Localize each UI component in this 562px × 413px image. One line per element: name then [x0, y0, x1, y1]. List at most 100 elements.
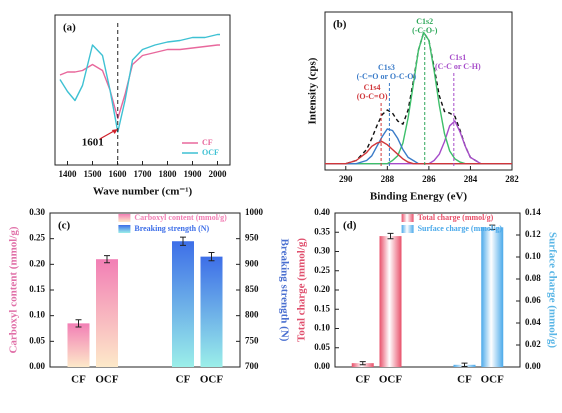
y2-tick-label: 0.06	[525, 295, 541, 305]
x-tick-label: 1400	[59, 169, 78, 179]
y2-tick-label: 900	[245, 258, 259, 268]
y2-tick-label: 850	[245, 284, 259, 294]
panel-label: (a)	[63, 22, 76, 34]
error-bar	[359, 361, 366, 366]
y2-tick-label: 1000	[245, 207, 264, 217]
x-axis-label: Wave number (cm⁻¹)	[93, 186, 193, 198]
annotation: (-C-O-)	[412, 26, 438, 35]
x-tick-label: 282	[505, 174, 519, 184]
y2-axis-label: Breaking strength (N)	[278, 239, 290, 342]
x-tick-label: OCF	[200, 374, 224, 386]
panel-label: (b)	[333, 19, 347, 31]
x-tick-label: 290	[339, 174, 353, 184]
y-tick-label: 0.25	[29, 233, 45, 243]
y2-tick-label: 950	[245, 233, 259, 243]
bar	[96, 259, 118, 367]
annotation: (C-C or C-H)	[435, 62, 481, 71]
y2-tick-label: 0.04	[525, 317, 541, 327]
y2-tick-label: 800	[245, 310, 259, 320]
plot-frame	[324, 11, 513, 171]
arrow-head	[111, 129, 118, 134]
y-tick-label: 0.15	[314, 303, 330, 313]
series-line	[325, 140, 512, 165]
x-tick-label: 1500	[84, 169, 103, 179]
legend-label: Surface charge (mmol/g)	[418, 224, 503, 233]
x-tick-label: 1900	[184, 169, 203, 179]
y2-axis-label: Surface charge (mmol/g)	[546, 232, 558, 348]
series-line	[59, 33, 220, 133]
y-tick-label: 0.30	[29, 207, 45, 217]
y-tick-label: 0.15	[29, 284, 45, 294]
y-axis-label: Total charge (mmol/g)	[296, 238, 308, 342]
x-tick-label: 1600	[109, 169, 128, 179]
bar	[172, 241, 194, 367]
legend-label: Total charge (mmol/g)	[418, 213, 494, 222]
y-tick-label: 0.00	[29, 361, 45, 371]
y-tick-label: 0.25	[314, 265, 330, 275]
y-axis-label: Intensity (cps)	[307, 57, 319, 124]
panel-label: (c)	[58, 220, 71, 232]
panel-label: (d)	[343, 220, 357, 232]
annotation: (O-C=O)	[357, 92, 388, 101]
x-tick-label: 286	[422, 174, 436, 184]
annotation: C1s2	[416, 17, 433, 26]
y2-tick-label: 750	[245, 335, 259, 345]
x-tick-label: CF	[457, 374, 472, 386]
y2-tick-label: 0.14	[525, 207, 541, 217]
x-tick-label: CF	[71, 374, 86, 386]
annotation: (-C=O or O-C-O)	[357, 72, 417, 81]
y-tick-label: 0.05	[314, 342, 330, 352]
y2-tick-label: 0.00	[525, 361, 541, 371]
y-tick-label: 0.05	[29, 335, 45, 345]
y2-tick-label: 0.08	[525, 273, 541, 283]
annotation: C1s1	[449, 53, 466, 62]
legend-label: Breaking strength (N)	[134, 224, 209, 233]
y-tick-label: 0.20	[314, 284, 330, 294]
y-tick-label: 0.10	[314, 323, 330, 333]
error-bar	[489, 224, 496, 230]
series-line	[325, 128, 512, 165]
error-bar	[104, 255, 110, 264]
x-tick-label: OCF	[379, 374, 403, 386]
error-bar	[208, 252, 215, 262]
legend-label: OCF	[202, 148, 219, 157]
y-tick-label: 0.20	[29, 258, 45, 268]
y-tick-label: 0.30	[314, 246, 330, 256]
legend-label: Carboxyl content (mmol/g)	[134, 213, 227, 222]
error-bar	[387, 232, 394, 240]
error-bar	[180, 236, 186, 246]
legend-swatch	[118, 214, 131, 222]
x-axis-label: Binding Energy (eV)	[370, 191, 468, 203]
x-tick-label: 1800	[159, 169, 178, 179]
x-tick-label: OCF	[95, 374, 119, 386]
error-bar	[461, 362, 468, 367]
series-line	[325, 31, 512, 165]
y2-tick-label: 700	[245, 361, 259, 371]
bar	[200, 256, 223, 367]
series-line	[325, 120, 512, 165]
legend-swatch	[401, 225, 414, 233]
legend-label: CF	[202, 138, 213, 147]
y-axis-label: Carboxyl content (mmol/g)	[8, 226, 20, 353]
y-tick-label: 0.35	[314, 226, 330, 236]
bar	[67, 323, 90, 367]
bar	[481, 227, 504, 367]
y-tick-label: 0.00	[314, 361, 330, 371]
annotation: C1s3	[378, 63, 395, 72]
y2-tick-label: 0.02	[525, 339, 541, 349]
x-tick-label: 2000	[209, 169, 228, 179]
y-tick-label: 0.10	[29, 310, 45, 320]
legend-swatch	[401, 214, 414, 222]
legend-swatch	[118, 225, 131, 233]
error-bar	[75, 319, 82, 328]
annotation: C1s4	[364, 83, 381, 92]
x-tick-label: 288	[381, 174, 395, 184]
bar	[379, 236, 402, 367]
x-tick-label: CF	[355, 374, 370, 386]
y-tick-label: 0.40	[314, 207, 330, 217]
y2-tick-label: 0.10	[525, 251, 541, 261]
annotation: 1601	[82, 137, 104, 149]
x-tick-label: 284	[464, 174, 478, 184]
y2-tick-label: 0.12	[525, 229, 541, 239]
